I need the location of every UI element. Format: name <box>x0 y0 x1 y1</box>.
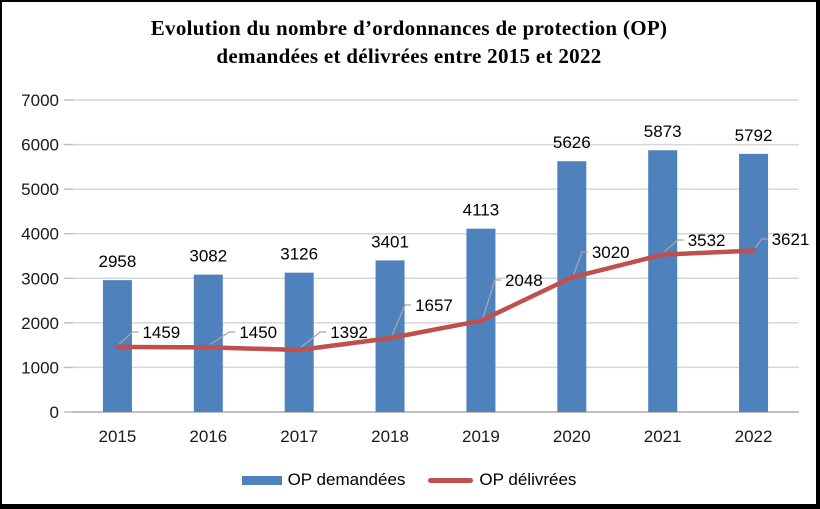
legend-line-swatch-icon <box>428 477 474 483</box>
y-axis-label: 3000 <box>21 269 59 288</box>
line-value-label: 1657 <box>415 296 453 315</box>
line-value-label: 3621 <box>772 230 810 249</box>
legend-item-op-delivrees: OP délivrées <box>428 470 576 490</box>
line-value-label: 2048 <box>505 271 543 290</box>
data-label-leader-line <box>482 279 501 318</box>
data-label-leader-line <box>755 238 768 248</box>
line-value-label: 1392 <box>330 323 368 342</box>
data-label-leader-line <box>300 331 327 348</box>
bar-2022 <box>739 153 769 412</box>
x-axis-label: 2017 <box>280 427 318 446</box>
chart-title-line-2: demandées et délivrées entre 2015 et 202… <box>216 44 602 68</box>
legend-item-op-demandees: OP demandées <box>241 470 406 490</box>
data-label-leader-line <box>118 331 139 345</box>
data-label-leader-line <box>664 239 684 253</box>
y-axis-label: 6000 <box>21 136 59 155</box>
bar-value-label: 5792 <box>735 126 773 145</box>
data-label-leader-line <box>209 331 236 345</box>
bar-value-label: 5626 <box>553 133 591 152</box>
legend-label-op-delivrees: OP délivrées <box>479 470 577 489</box>
y-axis-label: 4000 <box>21 225 59 244</box>
line-value-label: 1459 <box>142 323 180 342</box>
y-axis-label: 7000 <box>21 91 59 110</box>
data-label-leader-line <box>573 251 588 275</box>
bar-value-label: 3126 <box>280 245 318 264</box>
bar-value-label: 3401 <box>371 232 409 251</box>
line-value-label: 3020 <box>592 243 630 262</box>
data-label-leader-line <box>391 304 412 336</box>
x-axis-label: 2020 <box>553 427 591 446</box>
line-value-label: 3532 <box>688 231 726 250</box>
x-axis-label: 2015 <box>99 427 137 446</box>
x-axis-label: 2021 <box>644 427 682 446</box>
bar-2016 <box>193 274 223 412</box>
line-op-delivrees <box>115 248 756 353</box>
bar-value-label: 2958 <box>99 252 137 271</box>
line-value-label: 1450 <box>239 323 277 342</box>
bar-2021 <box>648 150 678 412</box>
legend: OP demandées OP délivrées <box>2 469 816 491</box>
bar-2020 <box>557 161 587 412</box>
chart-title-line-1: Evolution du nombre d’ordonnances de pro… <box>150 16 668 40</box>
legend-label-op-demandees: OP demandées <box>287 470 406 489</box>
x-axis-label: 2022 <box>735 427 773 446</box>
y-axis-label: 2000 <box>21 314 59 333</box>
bar-value-label: 4113 <box>463 201 500 220</box>
plot-area: 0 1000 2000 3000 4000 5000 6000 7000 2958 3082 312… <box>21 91 810 446</box>
bar-2017 <box>284 272 314 412</box>
chart-title: Evolution du nombre d’ordonnances de pro… <box>2 14 816 70</box>
y-axis-label: 1000 <box>21 358 59 377</box>
y-axis-label: 5000 <box>21 180 59 199</box>
bar-value-label: 5873 <box>644 122 682 141</box>
bar-value-label: 3082 <box>189 247 227 266</box>
y-axis-label: 0 <box>50 403 59 422</box>
x-axis-label: 2018 <box>371 427 409 446</box>
legend-bar-swatch-icon <box>241 475 282 485</box>
x-axis-label: 2019 <box>462 427 500 446</box>
x-axis-label: 2016 <box>189 427 227 446</box>
